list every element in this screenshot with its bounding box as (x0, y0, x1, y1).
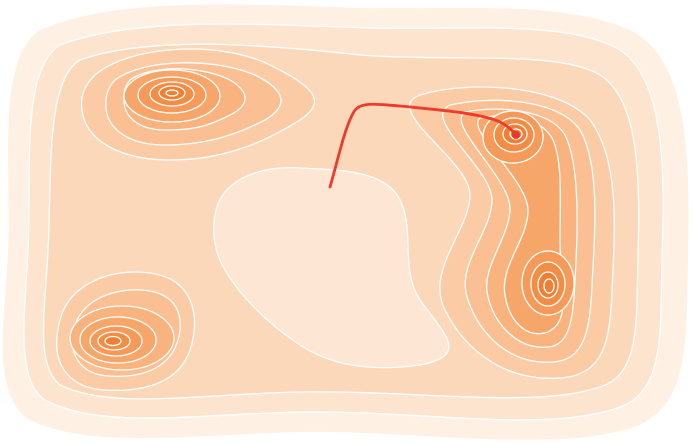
central-plateau (213, 166, 450, 369)
bottom-right-basin (521, 250, 575, 316)
bottom-left-basin (56, 271, 196, 391)
top-left-basin (80, 48, 315, 161)
optimization-trajectory (328, 102, 518, 189)
trajectory-endpoint (512, 131, 520, 139)
